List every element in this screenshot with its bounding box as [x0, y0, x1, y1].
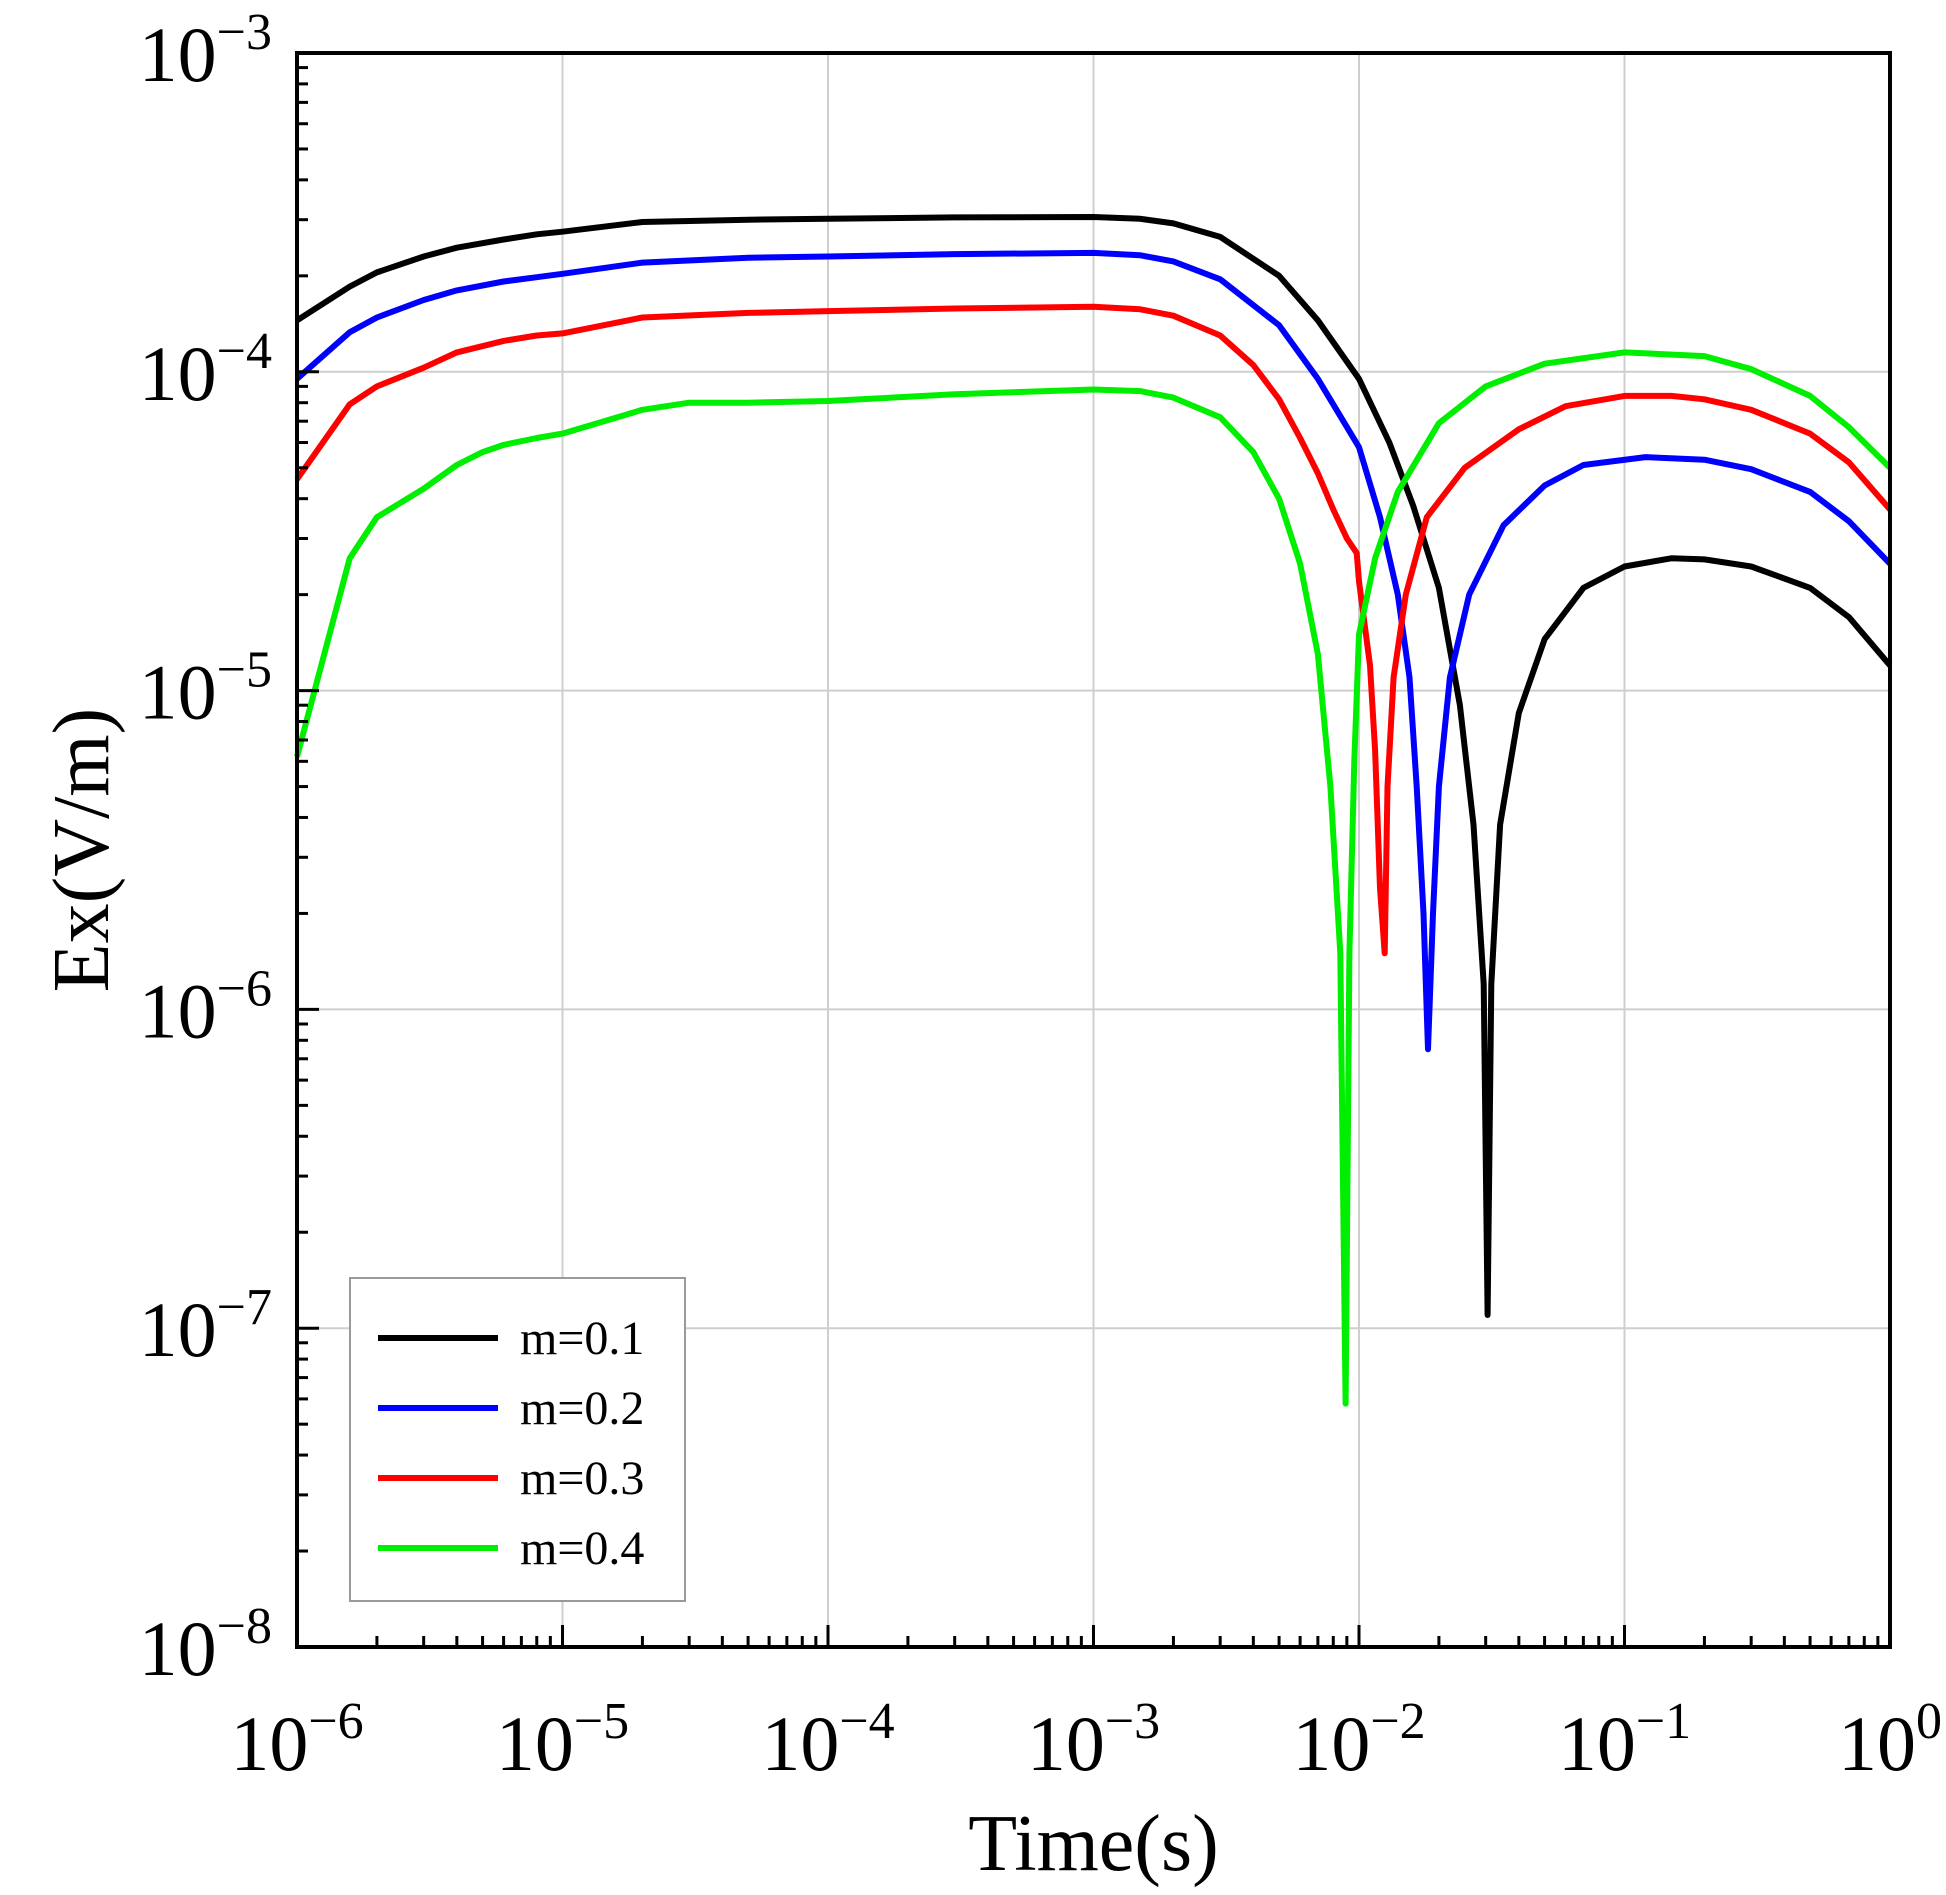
y-tick-label: 10−5: [139, 642, 272, 736]
x-tick-label: 10−4: [761, 1693, 894, 1787]
y-tick-labels: 10−8 10−7 10−6 10−5 10−4 10−3: [139, 4, 272, 1692]
y-tick-label: 10−7: [139, 1279, 272, 1373]
y-tick-label: 10−3: [139, 4, 272, 98]
y-tick-label: 10−6: [139, 960, 272, 1054]
x-tick-label: 100: [1838, 1693, 1942, 1787]
legend: m=0.1 m=0.2 m=0.3 m=0.4: [349, 1277, 686, 1602]
x-tick-label: 10−6: [230, 1693, 363, 1787]
legend-label-1: m=0.1: [520, 1312, 644, 1365]
series-line-4: [294, 349, 1893, 1407]
x-tick-label: 10−2: [1292, 1693, 1425, 1787]
x-tick-label: 10−5: [496, 1693, 629, 1787]
legend-label-2: m=0.2: [520, 1382, 644, 1435]
y-tick-label: 10−8: [139, 1598, 272, 1692]
legend-label-4: m=0.4: [520, 1522, 644, 1575]
series-line-1: [295, 214, 1893, 1318]
series-line-2: [295, 249, 1893, 1053]
x-tick-labels: 10−6 10−5 10−4 10−3 10−2 10−1 100: [230, 1693, 1942, 1787]
x-tick-label: 10−1: [1558, 1693, 1691, 1787]
series-layer: [294, 214, 1893, 1407]
plot-frame: [295, 51, 1892, 1649]
y-tick-label: 10−4: [139, 323, 272, 417]
series-line-3: [294, 303, 1893, 957]
x-tick-label: 10−3: [1027, 1693, 1160, 1787]
x-axis-title: Time(s): [968, 1800, 1218, 1888]
legend-label-3: m=0.3: [520, 1452, 644, 1505]
y-axis-title: Ex(V/m): [38, 708, 126, 992]
